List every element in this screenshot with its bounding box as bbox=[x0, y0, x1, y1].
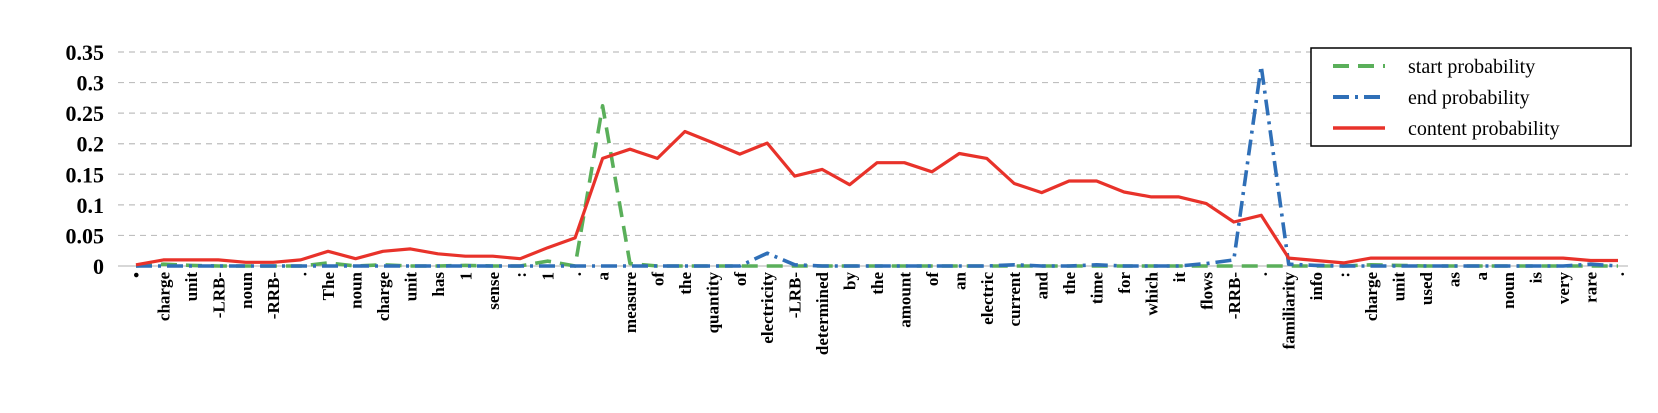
x-tick-label: it bbox=[1170, 272, 1189, 283]
y-tick-label: 0.2 bbox=[77, 132, 105, 157]
x-tick-label: unit bbox=[182, 272, 201, 302]
x-tick-label: of bbox=[648, 272, 667, 287]
x-tick-label: -LRB- bbox=[786, 272, 805, 319]
x-tick-label: . bbox=[566, 272, 585, 276]
x-tick-label: The bbox=[319, 272, 338, 301]
series-lines bbox=[135, 64, 1619, 268]
x-tick-label: info bbox=[1307, 272, 1326, 300]
x-tick-label: unit bbox=[1389, 272, 1408, 302]
x-axis-ticks: • charge unit -LRB-noun -RRB-. The noun charge u… bbox=[127, 271, 1628, 355]
y-tick-label: 0.3 bbox=[77, 71, 105, 96]
x-tick-label: a bbox=[594, 272, 613, 281]
x-tick-label: charge bbox=[1362, 272, 1381, 322]
legend-label-end-probability: end probability bbox=[1408, 87, 1530, 109]
x-tick-label: of bbox=[923, 272, 942, 287]
x-tick-label: : bbox=[511, 272, 530, 278]
x-tick-label: by bbox=[841, 272, 860, 290]
x-tick-label: as bbox=[1444, 272, 1463, 288]
x-tick-label: electricity bbox=[758, 272, 777, 344]
x-tick-label: -RRB- bbox=[264, 272, 283, 320]
x-tick-label: very bbox=[1554, 272, 1573, 305]
x-tick-label: current bbox=[1005, 272, 1024, 327]
y-tick-label: 0.35 bbox=[66, 40, 105, 65]
x-tick-label: 1 bbox=[456, 272, 475, 281]
x-tick-label: for bbox=[1115, 272, 1134, 294]
legend-label-start-probability: start probability bbox=[1408, 56, 1535, 78]
x-tick-label: noun bbox=[237, 271, 256, 308]
x-tick-label: quantity bbox=[703, 272, 722, 334]
series-line-content-probability bbox=[135, 129, 1618, 267]
x-tick-label: charge bbox=[374, 272, 393, 322]
x-tick-label: familiarity bbox=[1280, 272, 1299, 350]
x-tick-label: rare bbox=[1582, 272, 1601, 303]
x-tick-label: charge bbox=[154, 272, 173, 322]
x-tick-label: -RRB- bbox=[1225, 272, 1244, 320]
x-tick-label: has bbox=[429, 272, 448, 297]
y-tick-label: 0.05 bbox=[66, 223, 105, 248]
x-tick-label: noun bbox=[347, 271, 366, 308]
x-tick-label: the bbox=[1060, 272, 1079, 295]
y-tick-label: 0 bbox=[93, 254, 104, 279]
x-tick-label: noun bbox=[1499, 271, 1518, 308]
x-tick-label: amount bbox=[895, 272, 914, 328]
x-tick-label: a bbox=[1472, 272, 1491, 281]
x-tick-label: determined bbox=[813, 271, 832, 355]
x-tick-label: 1 bbox=[539, 272, 558, 281]
x-tick-label: of bbox=[731, 272, 750, 287]
x-tick-label: which bbox=[1142, 271, 1161, 315]
x-tick-label: the bbox=[676, 272, 695, 295]
y-tick-label: 0.25 bbox=[66, 101, 105, 126]
x-tick-label: sense bbox=[484, 272, 503, 310]
legend-label-content-probability: content probability bbox=[1408, 118, 1560, 140]
y-tick-label: 0.1 bbox=[77, 193, 105, 218]
x-tick-label: . bbox=[292, 272, 311, 276]
x-tick-label: is bbox=[1527, 272, 1546, 284]
x-tick-label: . bbox=[1252, 272, 1271, 276]
x-tick-label: • bbox=[127, 272, 146, 278]
x-tick-label: measure bbox=[621, 272, 640, 334]
x-tick-label: flows bbox=[1197, 272, 1216, 310]
x-tick-label: and bbox=[1033, 271, 1052, 299]
y-tick-label: 0.15 bbox=[66, 162, 105, 187]
x-tick-label: . bbox=[1609, 272, 1628, 276]
x-tick-label: an bbox=[950, 271, 969, 290]
x-tick-label: used bbox=[1417, 271, 1436, 305]
x-tick-label: electric bbox=[978, 272, 997, 325]
x-tick-label: : bbox=[1335, 272, 1354, 278]
x-tick-label: -LRB- bbox=[209, 272, 228, 319]
series-line-end-probability bbox=[136, 64, 1619, 268]
x-tick-label: time bbox=[1088, 272, 1107, 305]
y-axis-ticks: 0 0.05 0.1 0.15 0.2 0.25 0.3 0.35 bbox=[66, 40, 105, 279]
x-tick-label: the bbox=[868, 272, 887, 295]
legend: start probability end probability conten… bbox=[1310, 47, 1632, 147]
x-tick-label: unit bbox=[401, 272, 420, 302]
